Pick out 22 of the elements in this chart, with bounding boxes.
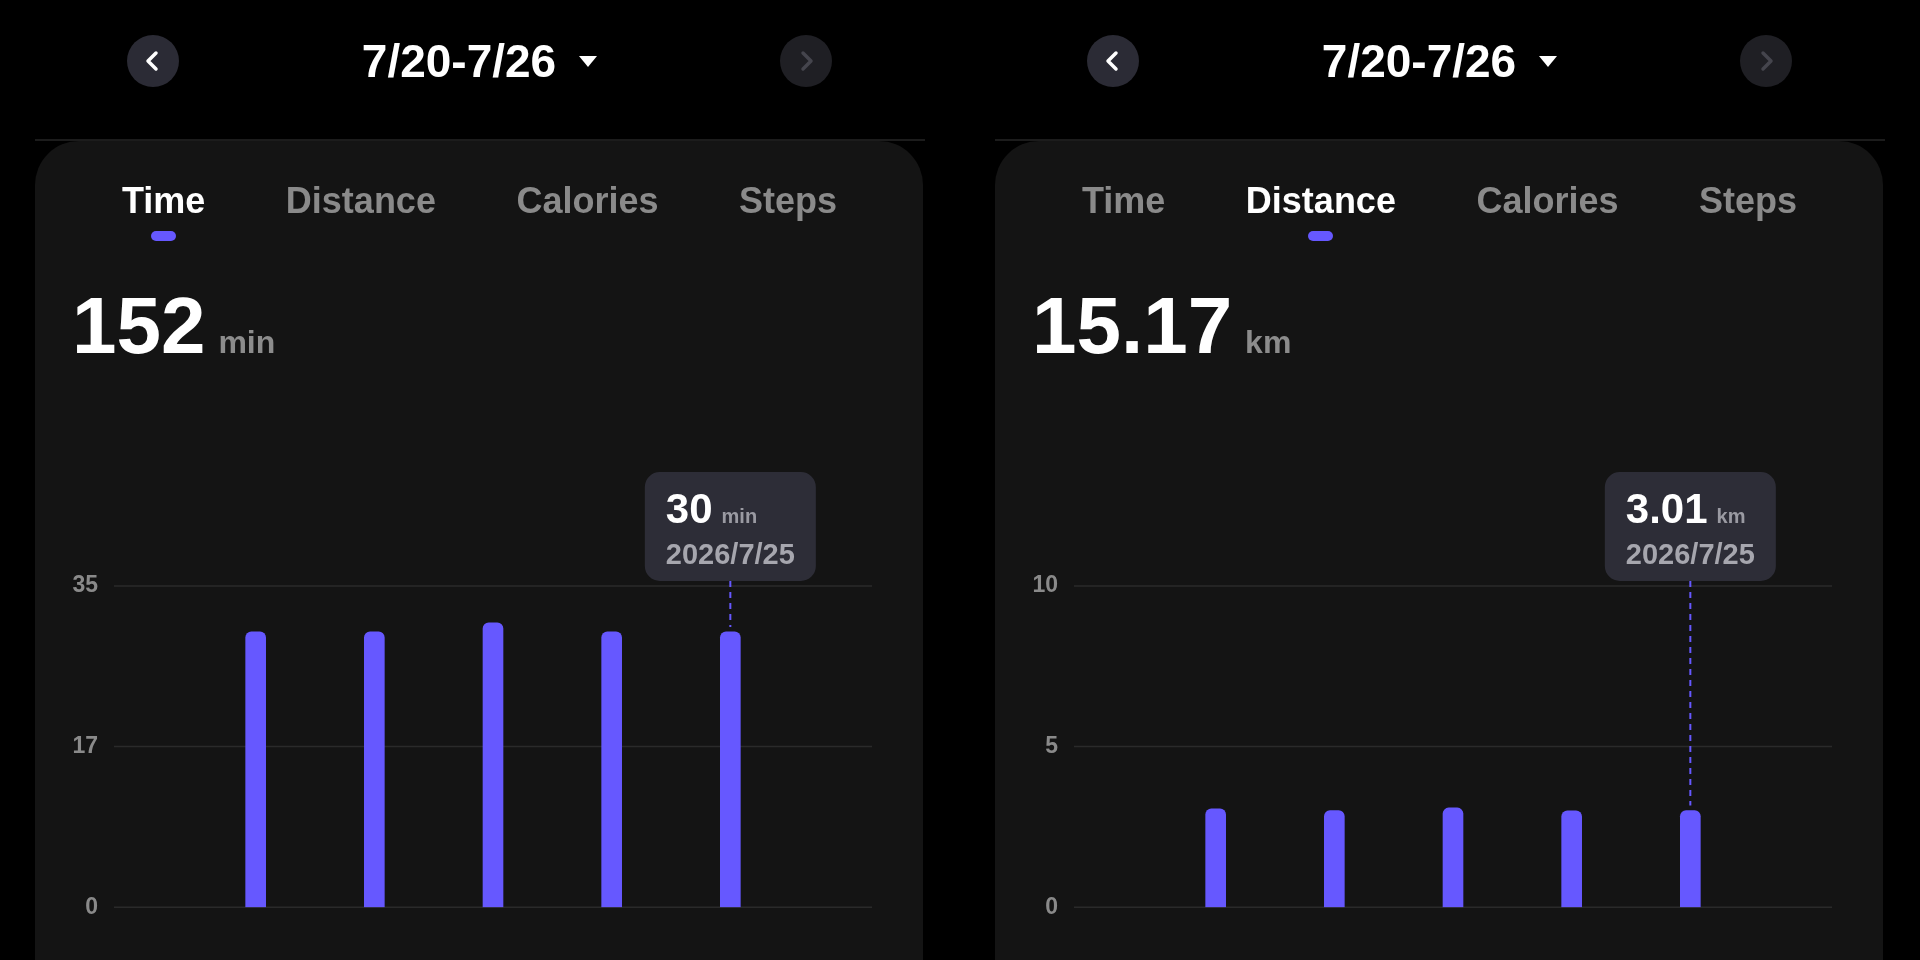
chart-title: 7/20-7/26 xyxy=(1321,34,1517,89)
text: Distance xyxy=(1245,180,1396,222)
chart-subtitle: 152 min xyxy=(72,281,276,370)
text: Steps xyxy=(738,180,837,222)
text: Time xyxy=(122,180,206,222)
text: Time xyxy=(1082,180,1166,222)
chart-title: 7/20-7/26 xyxy=(361,34,557,89)
annotation: 2026/7/25 xyxy=(1625,538,1755,570)
annotation: 2026/7/25 xyxy=(665,538,795,570)
data-label: 3.01 km xyxy=(1625,485,1746,532)
y-tick-label: 5 xyxy=(1045,731,1059,758)
y-tick-label: 10 xyxy=(1032,571,1058,598)
text: Steps xyxy=(1698,180,1797,222)
data-label: 30 min xyxy=(665,485,758,532)
y-tick-label: 17 xyxy=(72,731,98,758)
text: Distance xyxy=(285,180,436,222)
y-tick-label: 0 xyxy=(85,892,98,919)
text: Calories xyxy=(516,180,659,222)
chart-subtitle: 15.17 km xyxy=(1032,281,1292,370)
y-tick-label: 35 xyxy=(72,571,99,598)
y-tick-label: 0 xyxy=(1045,892,1058,919)
text: Calories xyxy=(1476,180,1619,222)
